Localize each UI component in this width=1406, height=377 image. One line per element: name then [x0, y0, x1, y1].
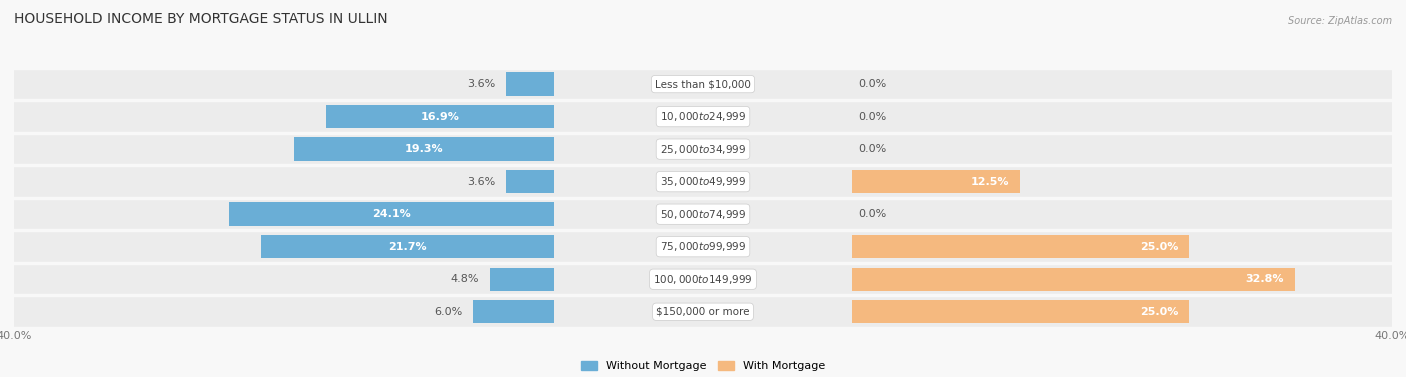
Text: $35,000 to $49,999: $35,000 to $49,999: [659, 175, 747, 188]
Text: $50,000 to $74,999: $50,000 to $74,999: [659, 208, 747, 221]
Bar: [554, 133, 852, 166]
Text: 12.5%: 12.5%: [972, 177, 1010, 187]
Text: 0.0%: 0.0%: [858, 144, 887, 154]
Text: $75,000 to $99,999: $75,000 to $99,999: [659, 240, 747, 253]
Bar: [14, 198, 554, 230]
Bar: [14, 166, 554, 198]
Text: $100,000 to $149,999: $100,000 to $149,999: [654, 273, 752, 286]
Bar: [554, 198, 852, 230]
Text: 4.8%: 4.8%: [450, 274, 479, 284]
Text: $25,000 to $34,999: $25,000 to $34,999: [659, 143, 747, 156]
Text: HOUSEHOLD INCOME BY MORTGAGE STATUS IN ULLIN: HOUSEHOLD INCOME BY MORTGAGE STATUS IN U…: [14, 12, 388, 26]
Text: Less than $10,000: Less than $10,000: [655, 79, 751, 89]
Bar: [14, 263, 554, 296]
Text: 3.6%: 3.6%: [467, 79, 495, 89]
Bar: [852, 170, 1021, 193]
Text: 25.0%: 25.0%: [1140, 242, 1178, 252]
Text: 0.0%: 0.0%: [858, 79, 887, 89]
Bar: [14, 230, 554, 263]
Text: 21.7%: 21.7%: [388, 242, 427, 252]
Bar: [852, 100, 1392, 133]
Text: 0.0%: 0.0%: [858, 112, 887, 122]
Text: $150,000 or more: $150,000 or more: [657, 307, 749, 317]
Text: 19.3%: 19.3%: [405, 144, 443, 154]
Bar: [14, 68, 554, 100]
Text: 6.0%: 6.0%: [434, 307, 463, 317]
Legend: Without Mortgage, With Mortgage: Without Mortgage, With Mortgage: [581, 361, 825, 371]
Bar: [14, 296, 554, 328]
Text: 0.0%: 0.0%: [858, 209, 887, 219]
Bar: [852, 235, 1189, 258]
Bar: [852, 68, 1392, 100]
Bar: [554, 100, 852, 133]
Text: 25.0%: 25.0%: [1140, 307, 1178, 317]
Text: 16.9%: 16.9%: [420, 112, 460, 122]
Bar: [852, 198, 1392, 230]
Bar: [474, 300, 554, 323]
Bar: [852, 230, 1392, 263]
Bar: [852, 263, 1392, 296]
Text: 32.8%: 32.8%: [1246, 274, 1284, 284]
Bar: [489, 268, 554, 291]
Bar: [262, 235, 554, 258]
Bar: [554, 263, 852, 296]
Bar: [506, 72, 554, 96]
Bar: [554, 230, 852, 263]
Bar: [229, 202, 554, 226]
Bar: [554, 166, 852, 198]
Text: $10,000 to $24,999: $10,000 to $24,999: [659, 110, 747, 123]
Text: 24.1%: 24.1%: [373, 209, 411, 219]
Bar: [852, 268, 1295, 291]
Bar: [294, 138, 554, 161]
Bar: [852, 300, 1189, 323]
Bar: [554, 296, 852, 328]
Bar: [326, 105, 554, 128]
Bar: [506, 170, 554, 193]
Text: 3.6%: 3.6%: [467, 177, 495, 187]
Bar: [14, 133, 554, 166]
Bar: [554, 68, 852, 100]
Bar: [14, 100, 554, 133]
Text: Source: ZipAtlas.com: Source: ZipAtlas.com: [1288, 16, 1392, 26]
Bar: [852, 296, 1392, 328]
Bar: [852, 133, 1392, 166]
Bar: [852, 166, 1392, 198]
